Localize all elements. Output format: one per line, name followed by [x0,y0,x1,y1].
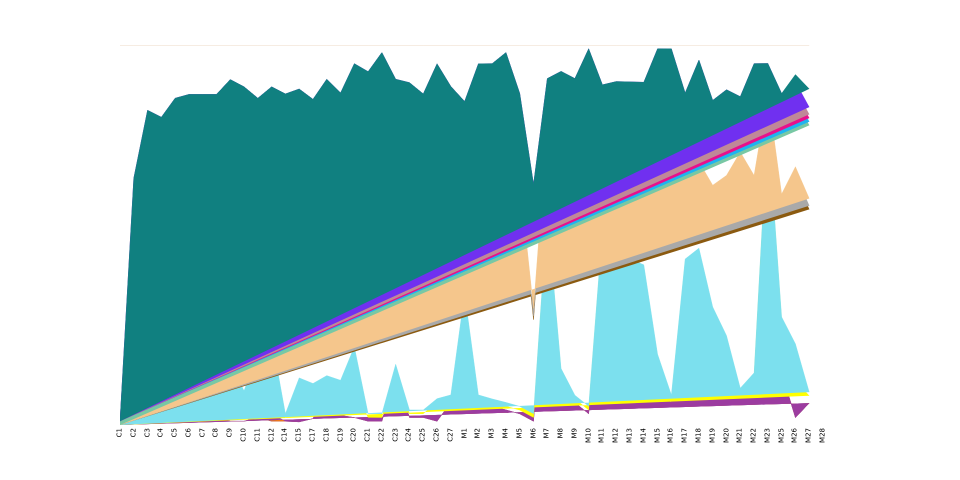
x-tick-label: C25 [418,428,427,442]
x-tick-label: M1 [460,428,469,439]
area-bands-svg [120,45,810,425]
area-band-taxon-teal [120,48,810,422]
x-tick-label: C11 [253,428,262,442]
x-tick-label: C20 [349,428,358,442]
x-tick-label: C9 [225,428,234,438]
x-tick-label: C22 [377,428,386,442]
x-tick-label: M17 [680,428,689,443]
x-tick-label: M6 [529,428,538,439]
x-tick-label: M22 [749,428,758,443]
x-tick-label: M28 [818,428,827,443]
x-tick-label: C14 [280,428,289,442]
x-tick-label: C3 [143,428,152,438]
x-tick-label: M25 [777,428,786,443]
x-tick-label: C7 [198,428,207,438]
x-axis-tick-labels: C1 C2 C3 C4 C5 C6 C7 C8 C9 C10 C11 C12 C14 C15 C17 C18 C… [115,428,827,480]
x-tick-label: C21 [363,428,372,442]
x-tick-label: M14 [639,428,648,443]
x-tick-label: M9 [570,428,579,439]
x-tick-label: M21 [735,428,744,443]
x-tick-label: C19 [336,428,345,442]
x-tick-label: C2 [129,428,138,438]
x-tick-label: C5 [170,428,179,438]
x-tick-label: M16 [666,428,675,443]
x-tick-label: M13 [625,428,634,443]
x-tick-label: M8 [556,428,565,439]
x-tick-label: C27 [446,428,455,442]
x-tick-label: C12 [267,428,276,442]
x-tick-label: M5 [515,428,524,439]
x-tick-label: C15 [294,428,303,442]
x-tick-label: C4 [156,428,165,438]
x-tick-label: M19 [708,428,717,443]
x-tick-label: M11 [597,428,606,443]
x-tick-label: C26 [432,428,441,442]
x-tick-label: C17 [308,428,317,442]
x-tick-label: M12 [611,428,620,443]
x-tick-label: C8 [211,428,220,438]
x-tick-label: C10 [239,428,248,442]
x-tick-label: M27 [804,428,813,443]
x-tick-label: C1 [115,428,124,438]
x-tick-label: M23 [763,428,772,443]
x-tick-label: C23 [391,428,400,442]
x-tick-label: M4 [501,428,510,439]
x-tick-label: M26 [790,428,799,443]
x-tick-label: C18 [322,428,331,442]
x-tick-label: M3 [487,428,496,439]
x-tick-label: M18 [694,428,703,443]
x-tick-label: C24 [404,428,413,442]
x-tick-label: M20 [722,428,730,443]
x-tick-label: M15 [653,428,662,443]
x-tick-label: M10 [584,428,593,443]
x-tick-label: M2 [473,428,482,439]
x-tick-label: C6 [184,428,193,438]
plot-area [120,45,823,425]
x-tick-label: M7 [542,428,551,439]
